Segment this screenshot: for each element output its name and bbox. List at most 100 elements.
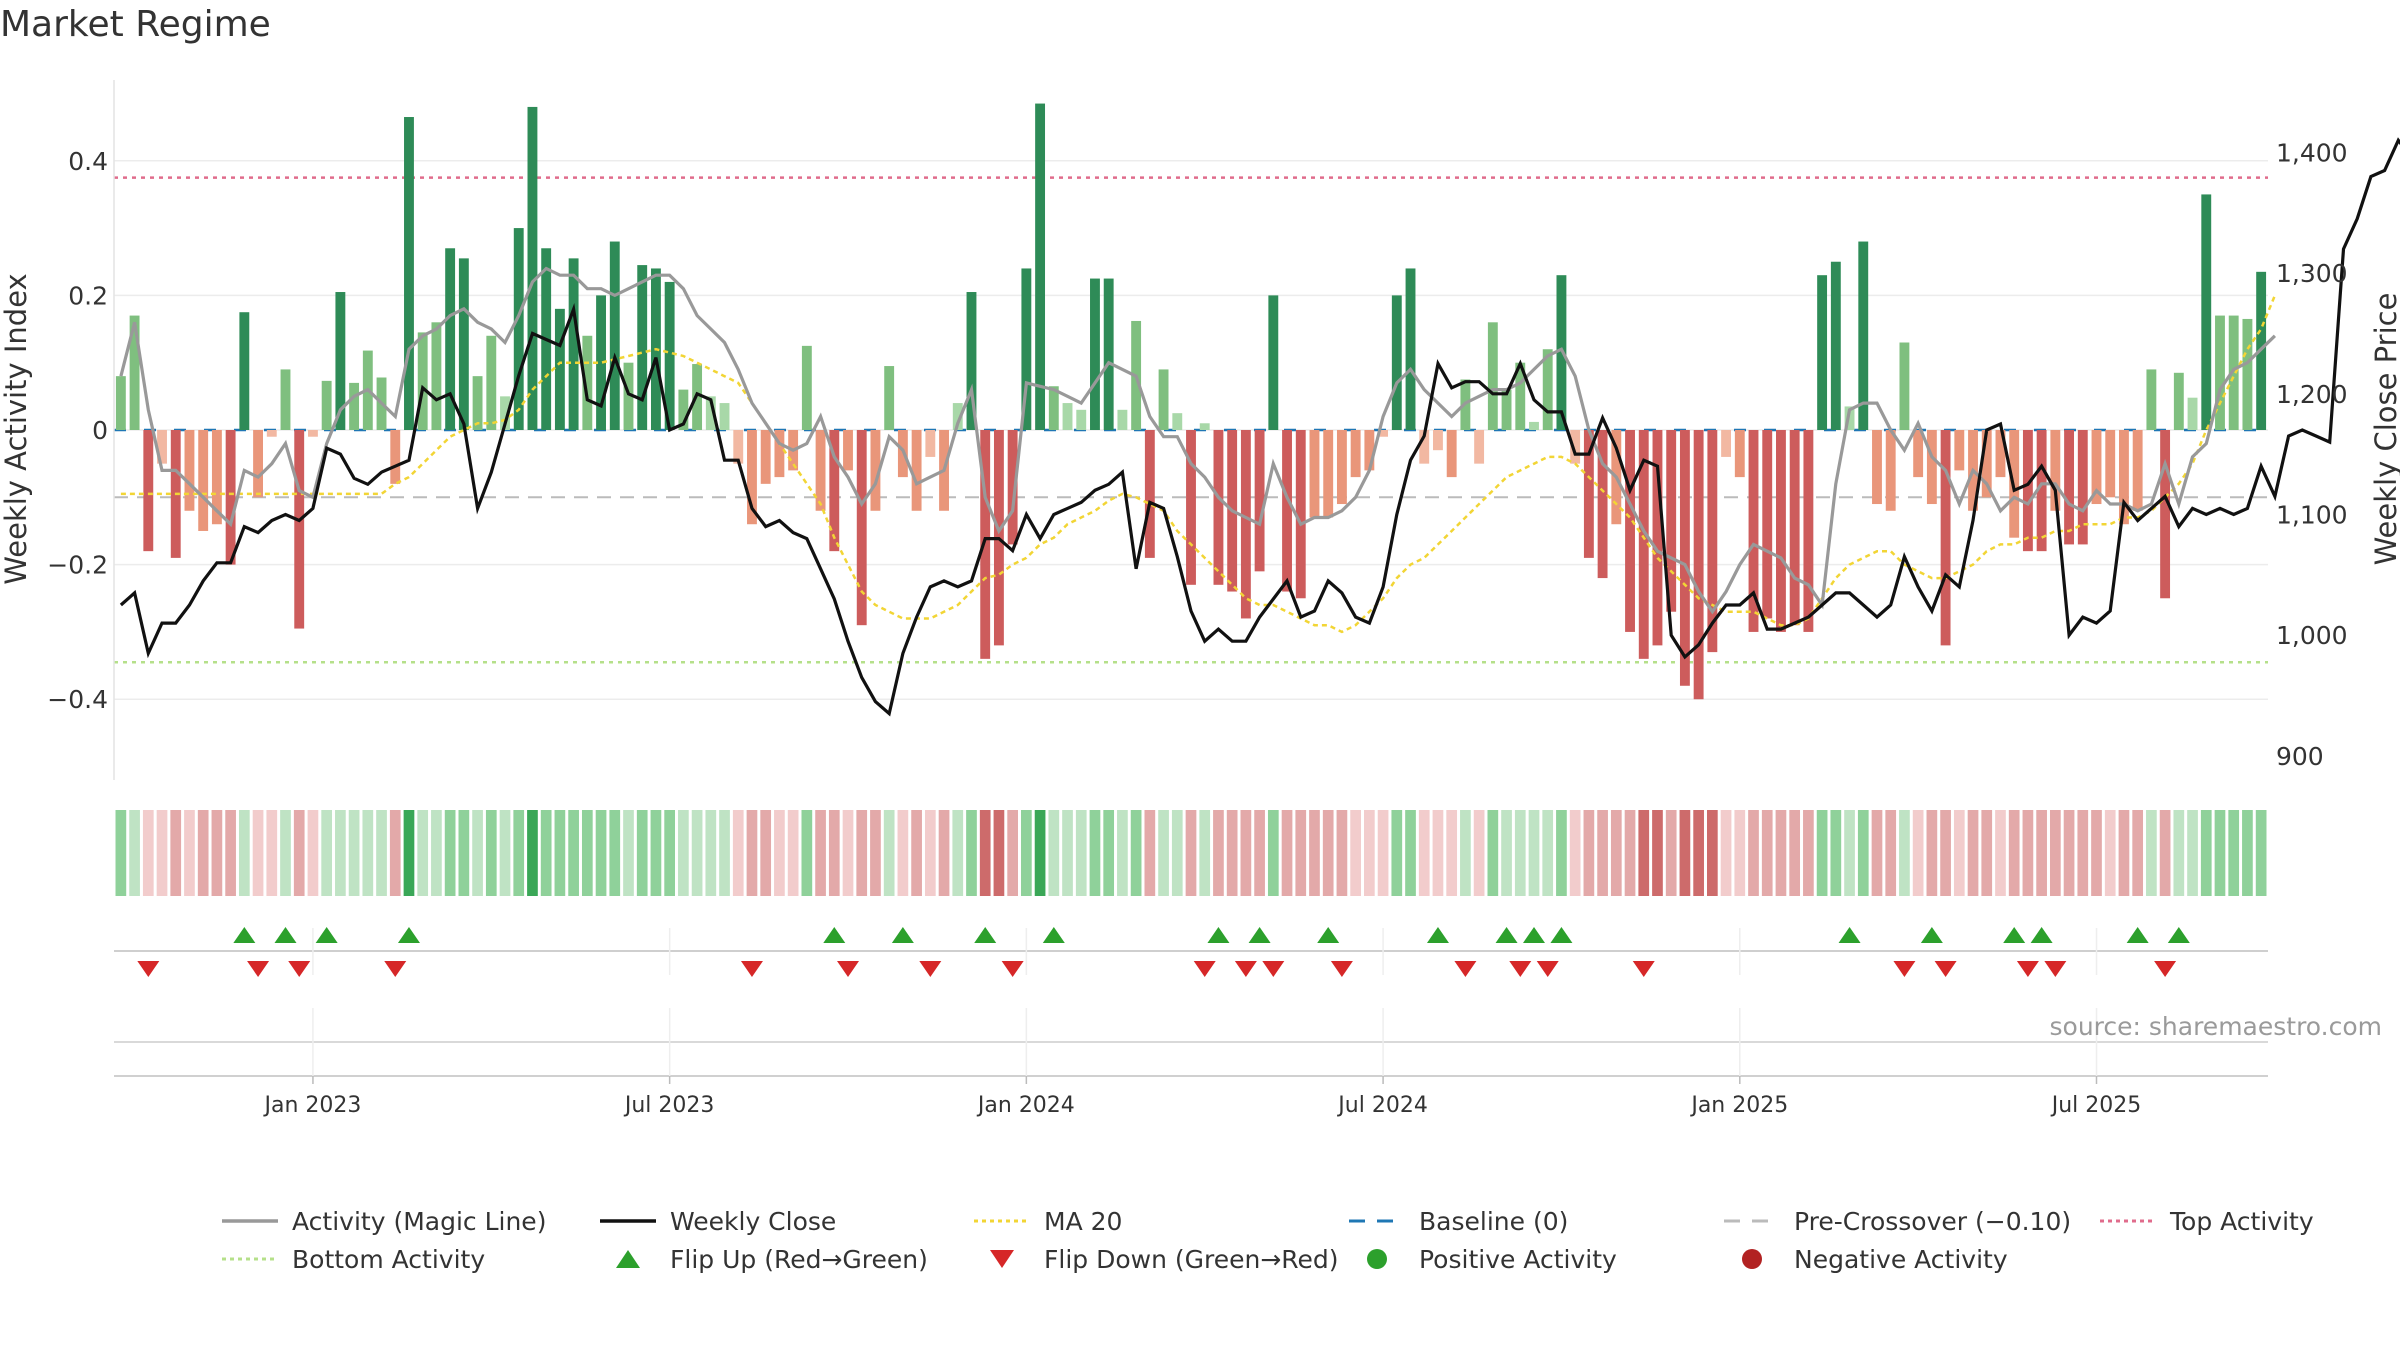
regime-cell: [1089, 810, 1101, 896]
legend-symbol: [1367, 1249, 1387, 1269]
regime-cell: [280, 810, 291, 896]
legend-item: Top Activity: [2096, 1206, 2314, 1236]
activity-bar: [211, 430, 222, 525]
regime-cell: [540, 810, 552, 896]
flip-up-marker: [1550, 927, 1573, 943]
regime-cell: [1720, 810, 1732, 896]
regime-cell: [952, 810, 964, 896]
regime-cell: [1624, 810, 1636, 896]
activity-bar: [1597, 430, 1608, 579]
regime-cell: [2118, 810, 2130, 896]
regime-cell: [1336, 810, 1348, 896]
flip-down-marker: [1893, 961, 1916, 977]
activity-bar: [143, 430, 154, 552]
regime-cell: [1254, 810, 1265, 896]
legend-item: Pre-Crossover (−0.10): [1720, 1206, 2071, 1236]
activity-bar: [1391, 295, 1402, 430]
y-tick-label: 0: [92, 416, 108, 445]
activity-bar: [2146, 369, 2157, 430]
regime-cell: [1857, 810, 1869, 896]
regime-cell: [266, 810, 278, 896]
flip-down-marker: [1234, 961, 1257, 977]
activity-bar: [225, 430, 236, 565]
y2-axis-label: Weekly Close Price: [2369, 293, 2400, 566]
activity-bar: [253, 430, 263, 498]
activity-bar: [1158, 369, 1169, 430]
date-axis: Jan 2023 Jul 2023 Jan 2024 Jul 2024 Jan 2025…: [114, 928, 2268, 1118]
activity-bar: [1748, 430, 1759, 632]
legend-label: Positive Activity: [1419, 1244, 1617, 1274]
regime-cell: [1034, 810, 1046, 896]
regime-cell: [664, 810, 676, 896]
regime-cell: [417, 810, 429, 896]
activity-bar: [609, 241, 620, 430]
regime-cell: [2242, 810, 2253, 896]
activity-bar: [390, 430, 401, 484]
regime-cell: [1501, 810, 1512, 896]
regime-cell: [499, 810, 511, 896]
activity-bar: [1350, 430, 1361, 478]
regime-cell: [581, 810, 593, 896]
regime-cell: [1542, 810, 1554, 896]
regime-cell: [2022, 810, 2034, 896]
activity-bar: [1021, 268, 1032, 430]
activity-bar: [1378, 430, 1389, 437]
regime-cell: [732, 810, 744, 896]
regime-cell: [1926, 810, 1938, 896]
activity-bar: [966, 292, 977, 430]
regime-cell: [623, 810, 634, 896]
regime-cell: [1995, 810, 2006, 896]
activity-bar: [417, 332, 428, 430]
flip-up-marker: [1317, 927, 1340, 943]
flip-up-marker: [233, 927, 256, 943]
legend-circle-icon: [1367, 1249, 1387, 1269]
activity-bar: [1090, 278, 1100, 430]
regime-cell: [184, 810, 195, 896]
regime-cell: [1610, 810, 1622, 896]
activity-bar: [747, 430, 757, 525]
regime-cell: [1693, 810, 1704, 896]
regime-cell: [1487, 810, 1499, 896]
activity-bar: [843, 430, 853, 471]
legend-label: Bottom Activity: [292, 1244, 486, 1274]
flip-down-marker: [1001, 961, 1024, 977]
activity-bar: [1913, 430, 1924, 478]
regime-cell: [1514, 810, 1526, 896]
legend-item: Activity (Magic Line): [218, 1206, 546, 1236]
flip-up-marker: [1426, 927, 1449, 943]
x-tick-label: Jul 2025: [2050, 1093, 2142, 1118]
regime-cell: [1775, 810, 1787, 896]
regime-cell: [705, 810, 717, 896]
activity-bar: [1638, 430, 1649, 659]
activity-bar: [1117, 409, 1128, 430]
activity-bar: [664, 281, 675, 430]
regime-cell: [870, 810, 881, 896]
flip-down-marker: [137, 961, 160, 977]
activity-bar: [705, 396, 716, 430]
flip-up-marker: [1495, 927, 1518, 943]
regime-cell: [787, 810, 799, 896]
legend-label: Negative Activity: [1794, 1244, 2008, 1274]
activity-bar: [115, 376, 126, 430]
regime-cell: [1240, 810, 1252, 896]
regime-cell: [1309, 810, 1320, 896]
legend-triangle-down-icon: [990, 1250, 1014, 1268]
regime-cell: [828, 810, 840, 896]
x-tick-label: Jul 2023: [623, 1093, 715, 1118]
regime-cell: [1267, 810, 1279, 896]
regime-cell: [1569, 810, 1581, 896]
regime-cell: [1199, 810, 1211, 896]
regime-cell: [1350, 810, 1361, 896]
flip-down-marker: [288, 961, 311, 977]
activity-bar: [1666, 430, 1677, 612]
activity-bar: [1282, 430, 1292, 592]
activity-bar: [1048, 386, 1059, 430]
activity-bar: [925, 430, 936, 457]
activity-bar: [1076, 409, 1087, 430]
regime-cell: [678, 810, 689, 896]
regime-cell: [1377, 810, 1389, 896]
regime-cell: [431, 810, 442, 896]
y2-tick-label: 1,200: [2276, 380, 2348, 409]
legend-item: Negative Activity: [1720, 1244, 2008, 1274]
regime-cell: [1706, 810, 1718, 896]
